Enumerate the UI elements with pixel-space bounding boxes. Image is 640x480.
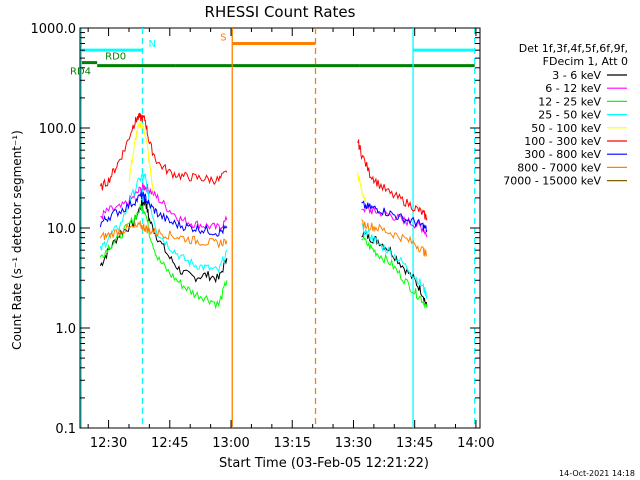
x-tick-label: 12:45 — [151, 436, 188, 451]
flag-label-n: N — [148, 39, 155, 50]
series-line — [361, 231, 428, 308]
legend-entry-label: 12 - 25 keV — [538, 95, 601, 108]
series-line — [128, 122, 154, 194]
y-tick-label: 100.0 — [39, 122, 76, 137]
series-line — [357, 171, 367, 203]
y-tick-label: 0.1 — [55, 422, 76, 437]
legend-entry-label: 800 - 7000 keV — [517, 161, 601, 174]
series-line — [361, 219, 428, 257]
legend-entry-label: 3 - 6 keV — [552, 69, 601, 82]
legend-entry-label: 50 - 100 keV — [531, 122, 601, 135]
series-line — [99, 112, 228, 191]
legend-header-line-2: FDecim 1, Att 0 — [543, 55, 628, 68]
x-tick-label: 13:00 — [212, 436, 249, 451]
axes: 12:30 12:45 13:00 13:15 13:30 13:45 14:00 0.1 1.… — [31, 22, 495, 451]
legend-entry-label: 25 - 50 keV — [538, 109, 601, 122]
series-line — [361, 234, 428, 309]
y-tick-label: 1000.0 — [31, 22, 77, 37]
flag-label-rd0: RD0 — [105, 52, 126, 63]
series-line — [361, 200, 428, 233]
x-tick-label: 14:00 — [457, 436, 494, 451]
x-tick-label: 13:15 — [274, 436, 311, 451]
y-axis-label: Count Rate (s⁻¹ detector segment⁻¹) — [10, 130, 24, 350]
series-line — [99, 203, 228, 310]
series-line — [357, 139, 428, 221]
chart-title: RHESSI Count Rates — [205, 3, 356, 21]
series-line — [100, 183, 228, 231]
footer-timestamp: 14-Oct-2021 14:18 — [559, 469, 635, 478]
flag-bars: N S RD0 RD4 — [70, 32, 475, 78]
legend-header-line-1: Det 1f,3f,4f,5f,6f,9f, — [519, 42, 628, 55]
x-tick-label: 13:30 — [335, 436, 372, 451]
series-line — [99, 220, 228, 248]
series-line — [99, 173, 228, 274]
legend-entry-label: 100 - 300 keV — [524, 135, 601, 148]
x-tick-label: 12:30 — [90, 436, 127, 451]
legend-entry-label: 6 - 12 keV — [545, 82, 601, 95]
flag-label-s: S — [220, 32, 226, 43]
y-tick-label: 10.0 — [47, 222, 76, 237]
legend: Det 1f,3f,4f,5f,6f,9f, FDecim 1, Att 0 3… — [503, 42, 628, 188]
y-tick-label: 1.0 — [55, 322, 76, 337]
x-tick-label: 13:45 — [396, 436, 433, 451]
x-axis-label: Start Time (03-Feb-05 12:21:22) — [219, 456, 429, 471]
legend-entry-label: 300 - 800 keV — [524, 148, 601, 161]
legend-entry-label: 7000 - 15000 keV — [503, 175, 601, 188]
data-series — [99, 112, 428, 310]
series-line — [99, 191, 228, 237]
flag-label-rd4: RD4 — [70, 67, 91, 78]
series-line — [361, 223, 428, 299]
